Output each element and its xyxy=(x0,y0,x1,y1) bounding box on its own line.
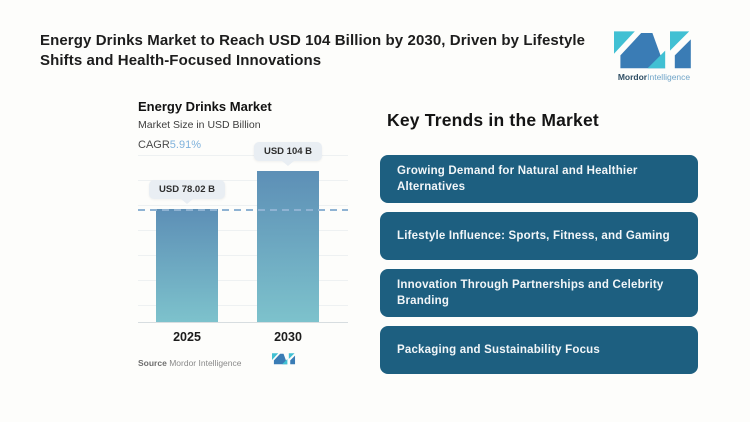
source-value: Mordor Intelligence xyxy=(169,358,242,368)
source-label: Source xyxy=(138,358,167,368)
x-axis-label: 2025 xyxy=(173,330,201,344)
mordor-logo-icon xyxy=(614,31,691,69)
trend-list: Growing Demand for Natural and Healthier… xyxy=(380,155,698,383)
bar-value-bubble: USD 78.02 B xyxy=(149,180,225,199)
bar-2030 xyxy=(257,171,319,322)
trend-card: Growing Demand for Natural and Healthier… xyxy=(380,155,698,204)
gridline xyxy=(138,255,348,256)
cagr-line: CAGR5.91% xyxy=(138,139,201,151)
trend-label: Growing Demand for Natural and Healthier… xyxy=(397,165,638,194)
chart-plot: USD 78.02 B USD 104 B xyxy=(138,142,348,323)
gridline xyxy=(138,230,348,231)
gridline xyxy=(138,205,348,206)
trend-card: Lifestyle Influence: Sports, Fitness, an… xyxy=(380,212,698,261)
mini-brand-logo-icon xyxy=(272,352,296,370)
gridline xyxy=(138,155,348,156)
trend-card: Innovation Through Partnerships and Cele… xyxy=(380,269,698,318)
trends-heading: Key Trends in the Market xyxy=(387,110,599,130)
trend-label: Packaging and Sustainability Focus xyxy=(397,344,600,357)
brand-name: MordorIntelligence xyxy=(617,72,691,82)
chart-title: Energy Drinks Market xyxy=(138,99,272,114)
x-axis-label: 2030 xyxy=(274,330,302,344)
reference-dashed-line xyxy=(138,209,348,211)
trend-label: Lifestyle Influence: Sports, Fitness, an… xyxy=(397,230,670,243)
cagr-value: 5.91% xyxy=(169,139,201,151)
brand-logo: MordorIntelligence xyxy=(612,28,696,82)
chart-subtitle: Market Size in USD Billion xyxy=(138,119,261,131)
cagr-label: CAGR xyxy=(138,139,170,151)
source-line: Source Mordor Intelligence xyxy=(138,358,242,368)
gridline xyxy=(138,305,348,306)
trend-label: Innovation Through Partnerships and Cele… xyxy=(397,279,664,308)
bar-2025 xyxy=(156,209,218,322)
gridline xyxy=(138,180,348,181)
gridline xyxy=(138,280,348,281)
trend-card: Packaging and Sustainability Focus xyxy=(380,326,698,375)
page-title: Energy Drinks Market to Reach USD 104 Bi… xyxy=(40,32,586,69)
bar-value-bubble: USD 104 B xyxy=(253,142,323,161)
